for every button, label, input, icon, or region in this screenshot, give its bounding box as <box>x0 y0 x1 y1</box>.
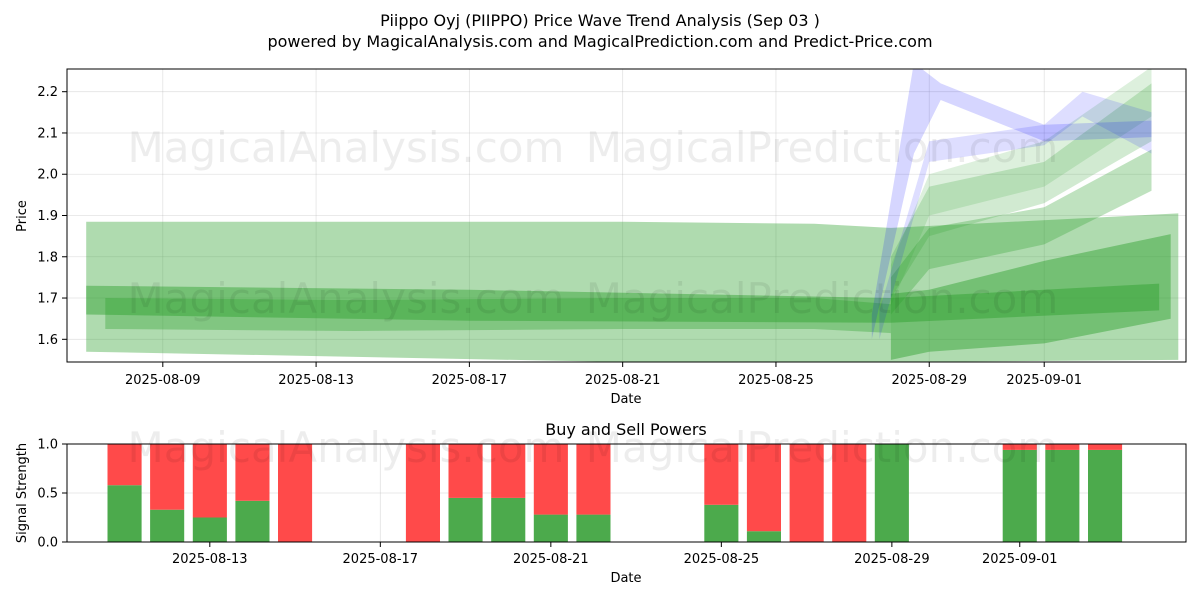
price-y-tick-label: 1.8 <box>37 250 58 265</box>
buy-sell-x-tick-label: 2025-08-17 <box>343 552 419 567</box>
buy-sell-y-tick-label: 0.0 <box>37 536 58 551</box>
chart-subtitle: powered by MagicalAnalysis.com and Magic… <box>267 32 932 51</box>
price-x-tick-label: 2025-08-17 <box>432 373 508 388</box>
buy-sell-bars <box>107 444 1123 542</box>
sell-bar <box>576 444 611 515</box>
sell-bar <box>235 444 270 501</box>
price-band-green-4 <box>890 149 1152 315</box>
buy-sell-x-tick-label: 2025-09-01 <box>982 552 1058 567</box>
buy-sell-plot: Buy and Sell Powers MagicalAnalysis.com … <box>15 420 1187 586</box>
price-bands <box>86 69 1179 362</box>
price-y-tick-label: 1.9 <box>37 209 58 224</box>
price-y-tick-label: 2.1 <box>37 126 58 141</box>
buy-bar <box>1002 449 1037 542</box>
watermark-prediction-mid: MagicalPrediction.com <box>586 274 1059 323</box>
buy-sell-title: Buy and Sell Powers <box>545 420 707 439</box>
sell-bar <box>448 444 483 498</box>
price-y-tick-label: 2.2 <box>37 85 58 100</box>
buy-bar <box>192 517 227 542</box>
price-y-ticks: 1.6 1.7 1.8 1.9 2.0 2.1 2.2 <box>37 85 67 348</box>
buy-bar <box>746 531 781 542</box>
buy-bar <box>874 444 909 542</box>
price-band-green-1 <box>86 283 1160 323</box>
buy-sell-x-axis-label: Date <box>610 571 641 586</box>
watermark-analysis-top: MagicalAnalysis.com <box>128 123 565 172</box>
sell-bar <box>1088 444 1123 450</box>
sell-bar <box>704 444 739 505</box>
sell-bar <box>278 444 313 542</box>
buy-sell-y-tick-label: 1.0 <box>37 438 58 453</box>
buy-bar <box>1088 449 1123 542</box>
sell-bar <box>533 444 568 515</box>
price-watermarks: MagicalAnalysis.com MagicalPrediction.co… <box>128 123 1059 323</box>
watermark-prediction-bottom: MagicalPrediction.com <box>586 423 1059 472</box>
buy-bar <box>491 497 526 542</box>
buy-sell-x-ticks: 2025-08-13 2025-08-17 2025-08-21 2025-08-25… <box>172 542 1058 567</box>
buy-sell-x-tick-label: 2025-08-13 <box>172 552 248 567</box>
price-y-tick-label: 1.7 <box>37 292 58 307</box>
buy-bar <box>533 514 568 542</box>
buy-bar <box>107 485 142 542</box>
buy-sell-y-ticks: 0.0 0.5 1.0 <box>37 438 67 551</box>
price-x-axis-label: Date <box>610 392 641 407</box>
sell-bar <box>746 444 781 532</box>
price-wave-plot: MagicalAnalysis.com MagicalPrediction.co… <box>15 68 1187 407</box>
buy-bar <box>448 497 483 542</box>
price-grid <box>67 69 1186 362</box>
price-x-tick-label: 2025-08-13 <box>278 373 354 388</box>
watermark-analysis-bottom: MagicalAnalysis.com <box>128 423 565 472</box>
watermark-analysis-mid: MagicalAnalysis.com <box>128 274 565 323</box>
watermark-prediction-top: MagicalPrediction.com <box>586 123 1059 172</box>
price-band-green-5 <box>890 83 1152 299</box>
buy-sell-x-tick-label: 2025-08-25 <box>684 552 760 567</box>
sell-bar <box>832 444 867 542</box>
price-y-tick-label: 1.6 <box>37 333 58 348</box>
buy-bar <box>150 509 185 542</box>
price-y-axis-label: Price <box>15 200 30 232</box>
buy-bar <box>1045 449 1080 542</box>
price-band-green-3 <box>105 298 891 334</box>
price-x-tick-label: 2025-08-25 <box>738 373 814 388</box>
sell-bar <box>192 444 227 518</box>
buy-sell-x-tick-label: 2025-08-21 <box>513 552 589 567</box>
sell-bar <box>1045 444 1080 450</box>
sell-bar <box>789 444 824 542</box>
price-band-green-6 <box>890 69 1152 307</box>
price-band-green-0 <box>86 213 1179 362</box>
price-x-tick-label: 2025-09-01 <box>1006 373 1082 388</box>
buy-sell-watermarks: MagicalAnalysis.com MagicalPrediction.co… <box>128 423 1059 472</box>
price-band-green-2 <box>890 234 1171 360</box>
buy-sell-y-axis-label: Signal Strength <box>15 443 30 543</box>
sell-bar <box>1002 444 1037 450</box>
sell-bar <box>491 444 526 498</box>
price-x-tick-label: 2025-08-09 <box>125 373 201 388</box>
price-y-tick-label: 2.0 <box>37 168 58 183</box>
sell-bar <box>107 444 142 486</box>
buy-bar <box>235 500 270 542</box>
price-x-ticks: 2025-08-09 2025-08-13 2025-08-17 2025-08-21… <box>125 362 1082 388</box>
sell-bar <box>405 444 440 542</box>
buy-bar <box>704 504 739 542</box>
buy-sell-x-tick-label: 2025-08-29 <box>854 552 930 567</box>
price-band-blue-8 <box>879 91 1152 340</box>
chart-title: Piippo Oyj (PIIPPO) Price Wave Trend Ana… <box>380 11 820 30</box>
price-x-tick-label: 2025-08-21 <box>585 373 661 388</box>
buy-bar <box>576 514 611 542</box>
price-band-blue-7 <box>871 69 1152 340</box>
sell-bar <box>150 444 185 510</box>
price-x-tick-label: 2025-08-29 <box>891 373 967 388</box>
buy-sell-y-tick-label: 0.5 <box>37 487 58 502</box>
